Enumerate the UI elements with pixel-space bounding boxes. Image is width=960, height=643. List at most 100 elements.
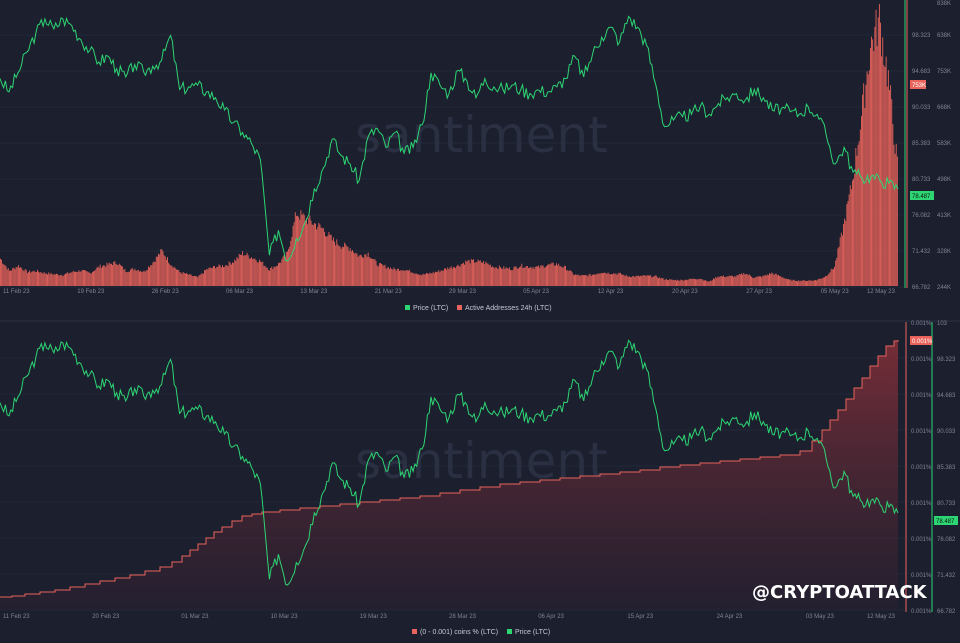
addresses-bar (72, 270, 74, 286)
addresses-bar (515, 266, 517, 286)
addresses-bar (413, 273, 415, 286)
addresses-bar (188, 274, 190, 286)
addresses-bar (826, 275, 828, 286)
addresses-bar (504, 268, 506, 286)
bottom-y-axis: 0.001% 0.001% 0.001% 0.001% 0.001% 0.001% 0.00… (911, 321, 956, 615)
addresses-bar (713, 278, 714, 286)
bottom-price-tick-label: 71.432 (937, 573, 956, 579)
bottom-pct-tick-label: 0.001% (911, 609, 932, 615)
addresses-bar (86, 271, 88, 286)
addresses-bar (54, 274, 56, 286)
addresses-bar (180, 272, 182, 286)
bottom-price-tick-label: 103 (937, 321, 948, 327)
addresses-bar (373, 259, 375, 286)
addresses-bar (734, 275, 736, 286)
addresses-bar (34, 271, 36, 286)
addresses-bar (312, 225, 314, 286)
addresses-bar (732, 275, 733, 286)
addresses-bar (559, 266, 561, 286)
addresses-bar (137, 269, 139, 286)
addresses-bar (159, 254, 161, 286)
addresses-bar (221, 265, 223, 286)
addresses-bar (297, 215, 298, 286)
addresses-bar (301, 214, 303, 286)
addresses-bar (594, 274, 596, 286)
addresses-bar (700, 279, 702, 286)
addresses-bar (73, 271, 75, 286)
addresses-bar (269, 270, 270, 286)
addresses-bar (636, 275, 638, 286)
addresses-bar (721, 276, 723, 286)
addresses-bar (482, 262, 483, 286)
addresses-bar (140, 270, 142, 286)
addresses-bar (458, 265, 460, 286)
addresses-bar (698, 279, 700, 286)
addresses-bar (290, 240, 292, 286)
addresses-bar (802, 280, 804, 286)
addresses-bar (892, 124, 894, 286)
addresses-bar (228, 261, 230, 286)
current-pct-label: 0.001% (912, 339, 933, 345)
addresses-bar (640, 275, 642, 286)
addresses-bar (729, 275, 731, 286)
addresses-bar (35, 272, 37, 286)
addresses-bar (633, 276, 635, 286)
top-price-tick-label: 76.082 (912, 213, 931, 219)
addresses-bar (642, 275, 644, 286)
addresses-bar (793, 279, 795, 286)
addresses-bar (653, 275, 655, 286)
addresses-bar (347, 246, 349, 286)
addresses-bar (60, 274, 62, 286)
addresses-bar (440, 270, 442, 286)
addresses-bar (553, 265, 555, 286)
addresses-bar (200, 273, 202, 286)
addresses-bar (542, 265, 544, 286)
addresses-bar (618, 272, 620, 286)
addresses-bar (532, 266, 534, 286)
legend-price-bottom: Price (LTC) (515, 629, 550, 636)
addresses-bar (330, 234, 332, 286)
addresses-bar (39, 272, 41, 286)
addresses-bar (612, 274, 614, 286)
addresses-bar (451, 268, 453, 286)
addresses-bar (401, 270, 403, 286)
addresses-bar (752, 277, 754, 286)
addresses-bar (560, 266, 562, 286)
addresses-bar (70, 272, 72, 286)
current-addresses-label: 753K (912, 83, 926, 89)
addresses-bar (90, 273, 92, 286)
addresses-bar (206, 268, 208, 286)
legend-addresses: Active Addresses 24h (LTC) (465, 305, 552, 312)
addresses-bar (648, 275, 649, 286)
addresses-bar (658, 278, 659, 286)
addresses-bar (93, 271, 94, 286)
addresses-bar (766, 274, 768, 286)
addresses-bar (513, 267, 515, 286)
addresses-bar (502, 268, 504, 286)
addresses-bar (289, 246, 291, 286)
addresses-bars (0, 4, 898, 287)
addresses-bar (764, 274, 766, 286)
top-price-tick-label: 85.383 (912, 141, 931, 147)
addresses-bar (493, 267, 495, 286)
addresses-bar (880, 22, 881, 286)
addresses-bar (103, 265, 105, 286)
addresses-bar (461, 263, 463, 286)
addresses-bar (624, 276, 626, 286)
addresses-bar (590, 275, 592, 286)
addresses-bar (47, 274, 48, 286)
addresses-bar (611, 274, 612, 286)
addresses-bar (635, 275, 637, 286)
top-x-tick-label: 12 May 23 (867, 289, 896, 295)
addresses-bar (442, 270, 444, 286)
addresses-bar (627, 276, 629, 286)
addresses-bar (267, 270, 269, 286)
bottom-x-axis: 11 Feb 23 20 Feb 23 01 Mar 23 10 Mar 23 19 M… (3, 614, 896, 620)
bottom-price-tick-label: 94.683 (937, 393, 956, 399)
addresses-bar (631, 277, 633, 286)
addresses-bar (756, 276, 758, 286)
addresses-bar (151, 265, 153, 286)
addresses-bar (224, 266, 226, 286)
addresses-bar (434, 271, 436, 286)
addresses-bar (701, 279, 703, 286)
